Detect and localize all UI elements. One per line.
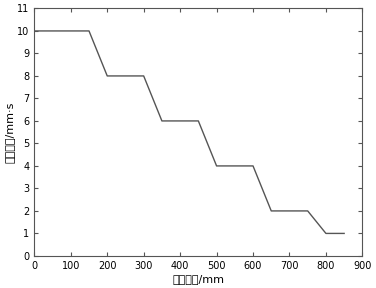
X-axis label: 挤压行程/mm: 挤压行程/mm (172, 274, 224, 284)
Y-axis label: 挤压速度/mm·s: 挤压速度/mm·s (5, 101, 14, 163)
